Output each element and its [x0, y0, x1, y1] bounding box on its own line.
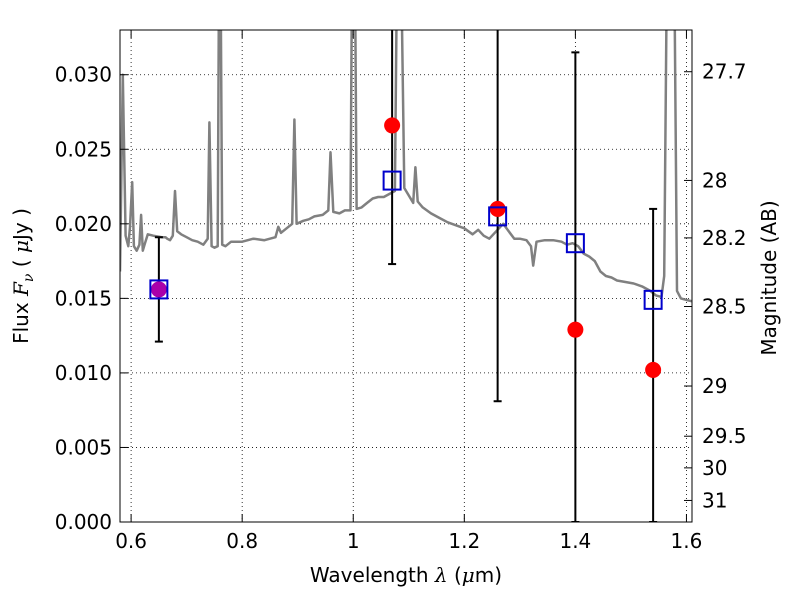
plot-frame [119, 29, 693, 523]
model-layer [149, 170, 663, 310]
model-point [488, 206, 508, 227]
x-tick-label: 1.4 [559, 529, 591, 553]
y2-tick-label: 27.7 [702, 60, 747, 84]
plot-area [120, 30, 692, 522]
observed-point [645, 361, 662, 378]
model-point [149, 279, 169, 300]
x-axis: 0.6 0.8 1 1.2 1.4 1.6 [115, 30, 702, 553]
observed-point [384, 117, 401, 134]
model-point [643, 289, 663, 310]
x-tick-label: 0.6 [115, 529, 147, 553]
y2-tick-label: 31 [702, 488, 727, 512]
y-tick-label: 0.000 [55, 510, 112, 534]
x-tick-label: 1.2 [448, 529, 480, 553]
observed-point [489, 200, 506, 217]
y-tick-label: 0.010 [55, 361, 112, 385]
y-tick-label: 0.020 [55, 212, 112, 236]
y-tick-label: 0.030 [55, 63, 112, 87]
y-tick-label: 0.015 [55, 286, 112, 310]
observed-point [150, 281, 167, 298]
x-tick-label: 1 [347, 529, 360, 553]
model-point [565, 233, 585, 254]
y-axis-label: Flux Fν ( μJy ) [9, 208, 37, 344]
y2-tick-label: 29 [702, 374, 727, 398]
y-tick-label: 0.025 [55, 137, 112, 161]
y-axis: 0.000 0.005 0.010 0.015 0.020 0.025 0.030 [55, 63, 128, 534]
y2-tick-label: 28.2 [702, 226, 747, 250]
y2-tick-label: 30 [702, 456, 727, 480]
x-tick-label: 1.6 [671, 529, 703, 553]
y-tick-label: 0.005 [55, 435, 112, 459]
spectrum-layer [120, 30, 692, 303]
spectrum-line [120, 30, 692, 303]
observed-layer [150, 117, 662, 378]
y2-axis: 27.7 28 28.2 28.5 29 29.5 30 31 [684, 60, 747, 512]
y2-tick-label: 28 [702, 168, 727, 192]
observed-point [567, 321, 584, 338]
y2-axis-label: Magnitude (AB) [757, 200, 781, 355]
model-point [382, 170, 402, 191]
x-axis-label: Wavelength λ (μm) [310, 563, 502, 587]
x-tick-label: 0.8 [226, 529, 258, 553]
y2-tick-label: 28.5 [702, 294, 747, 318]
y2-tick-label: 29.5 [702, 424, 747, 448]
